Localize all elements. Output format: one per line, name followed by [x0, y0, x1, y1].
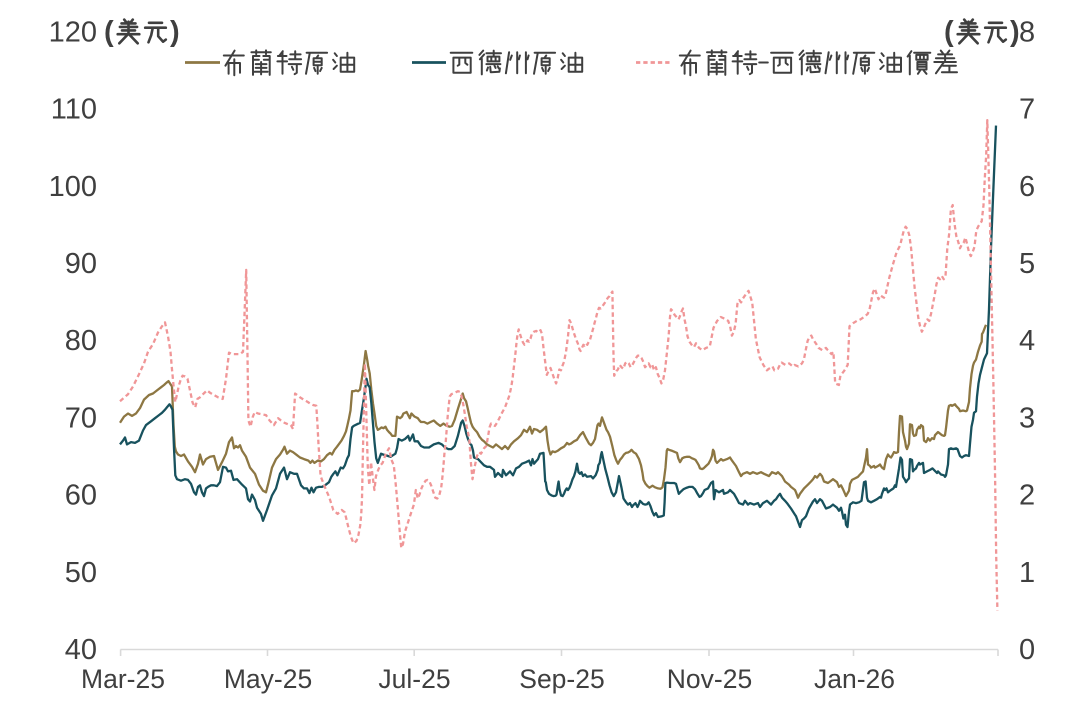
svg-text:2: 2 — [1019, 480, 1035, 512]
svg-text:100: 100 — [49, 171, 97, 203]
svg-text:Jan-26: Jan-26 — [814, 664, 895, 694]
svg-text:7: 7 — [1019, 94, 1035, 126]
svg-text:50: 50 — [65, 557, 97, 589]
svg-text:1: 1 — [1019, 557, 1035, 589]
svg-text:May-25: May-25 — [224, 664, 312, 694]
svg-text:40: 40 — [65, 634, 97, 666]
svg-text:70: 70 — [65, 402, 97, 434]
svg-text:8: 8 — [1019, 16, 1035, 48]
svg-text:90: 90 — [65, 248, 97, 280]
svg-text:110: 110 — [51, 94, 97, 126]
svg-text:(: ( — [944, 16, 954, 48]
svg-text:): ) — [170, 16, 180, 48]
svg-text:4: 4 — [1019, 325, 1035, 357]
svg-text:3: 3 — [1019, 402, 1035, 434]
svg-text:0: 0 — [1019, 634, 1035, 666]
svg-text:(: ( — [104, 16, 114, 48]
svg-text:60: 60 — [65, 480, 97, 512]
svg-text:6: 6 — [1019, 171, 1035, 203]
svg-text:Nov-25: Nov-25 — [667, 664, 752, 694]
svg-text:Jul-25: Jul-25 — [378, 664, 450, 694]
svg-text:80: 80 — [65, 325, 97, 357]
svg-text:5: 5 — [1019, 248, 1035, 280]
svg-text:120: 120 — [49, 16, 97, 48]
svg-text:Sep-25: Sep-25 — [519, 664, 604, 694]
svg-text:): ) — [1010, 16, 1020, 48]
svg-text:Mar-25: Mar-25 — [81, 664, 165, 694]
